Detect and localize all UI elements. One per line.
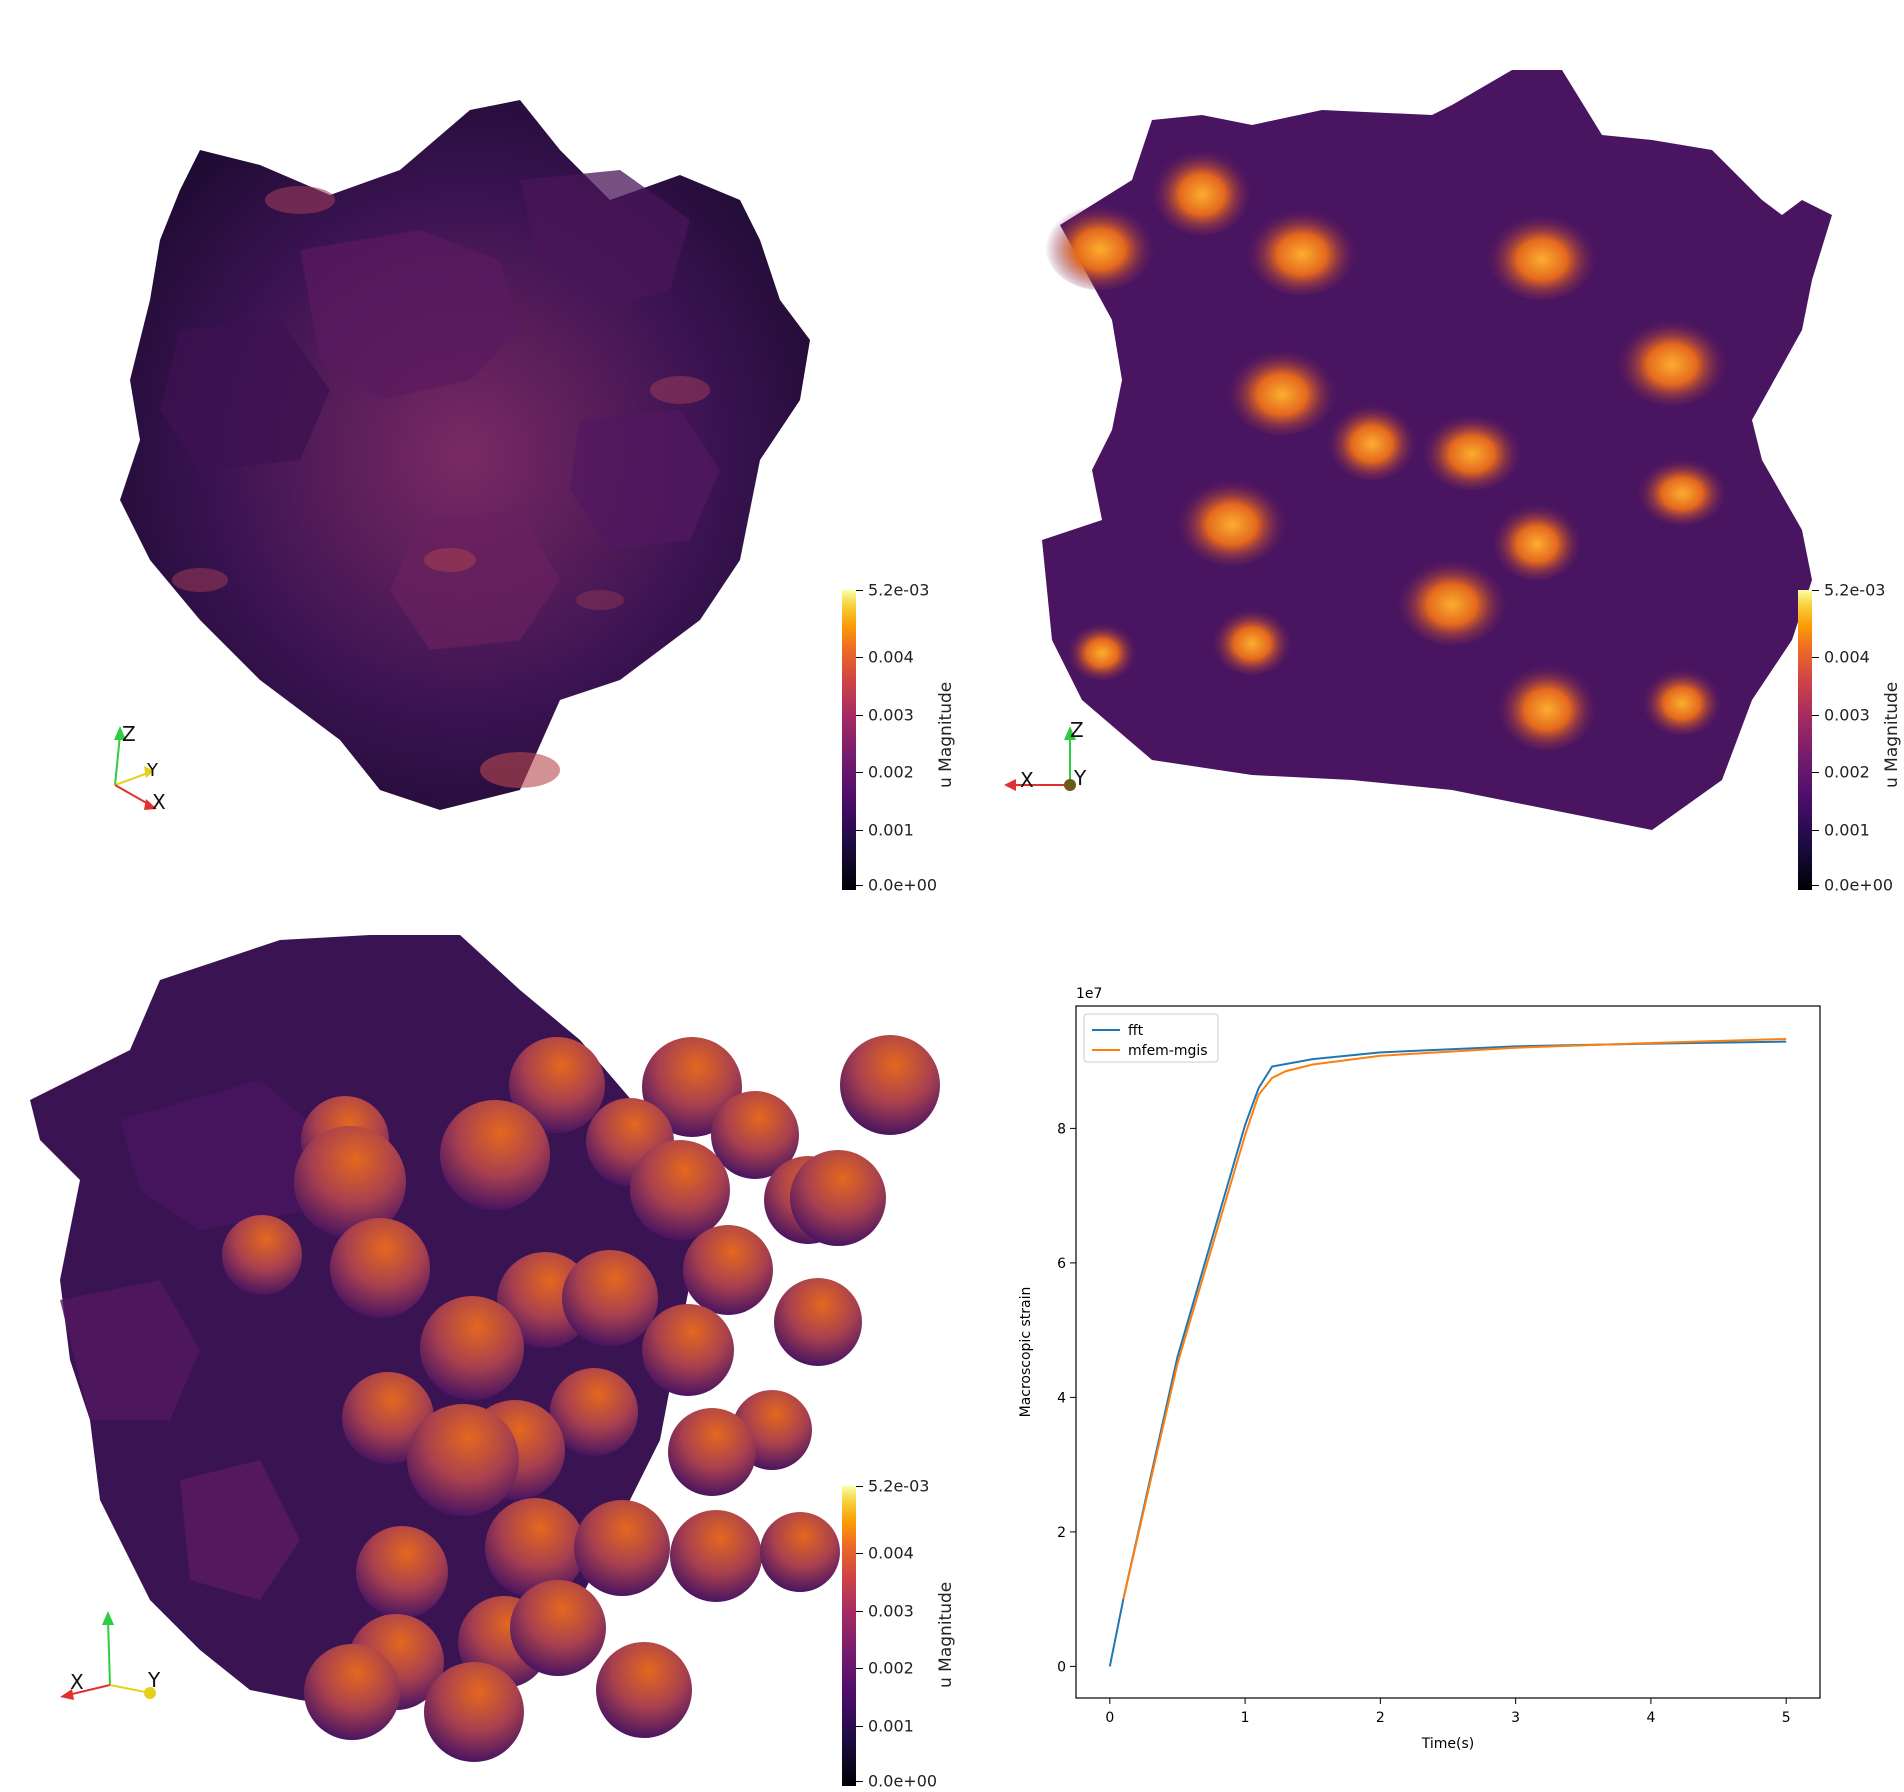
strain-hotspot bbox=[480, 752, 560, 788]
grain-face bbox=[160, 320, 330, 470]
grain-face bbox=[520, 170, 690, 310]
axis-label-x: X bbox=[70, 1670, 84, 1694]
colorbar-tick-label: 0.001 bbox=[868, 1716, 914, 1736]
strain-hotspot bbox=[1497, 660, 1597, 750]
x-tick-label: 5 bbox=[1782, 1710, 1791, 1726]
colorbar-gradient bbox=[842, 1486, 856, 1786]
strain-hotspot bbox=[1397, 555, 1507, 645]
strain-hotspot bbox=[1642, 665, 1722, 735]
polycrystal-mesh-render bbox=[1004, 70, 1832, 830]
strain-hotspot bbox=[1327, 400, 1417, 480]
strain-hotspot bbox=[1045, 200, 1155, 290]
colorbar: 5.2e-03 0.004 0.003 0.002 0.001 0.0e+00 bbox=[842, 1477, 962, 1791]
colorbar-tick-label: 0.003 bbox=[868, 705, 914, 725]
colorbar-title: u Magnitude bbox=[1882, 681, 1902, 788]
strain-hotspot bbox=[1247, 205, 1357, 295]
grain-face bbox=[300, 230, 520, 400]
colorbar-tick-label: 0.002 bbox=[868, 1658, 914, 1678]
colorbar-max-label: 5.2e-03 bbox=[868, 1476, 930, 1496]
render-view-top-left: Z Y X 5.2e-03 0.004 0.003 0.002 0.001 0.… bbox=[0, 0, 956, 895]
colorbar-tick-label: 0.003 bbox=[1824, 705, 1870, 725]
x-tick-label: 3 bbox=[1511, 1710, 1520, 1726]
strain-hotspot bbox=[1212, 605, 1292, 675]
spherical-inclusions bbox=[222, 1035, 940, 1762]
axis-label-z: Z bbox=[122, 722, 136, 746]
colorbar-tick-label: 0.002 bbox=[1824, 762, 1870, 782]
strain-hotspot bbox=[172, 568, 228, 592]
orientation-triad-icon bbox=[114, 726, 157, 810]
colorbar-max-label: 5.2e-03 bbox=[1824, 580, 1886, 600]
legend-label: mfem-mgis bbox=[1128, 1043, 1208, 1059]
x-tick-label: 4 bbox=[1646, 1710, 1655, 1726]
colorbar-gradient bbox=[1798, 590, 1812, 890]
axis-offset-text: 1e7 bbox=[1076, 986, 1102, 1002]
polycrystal-with-inclusions-render bbox=[30, 935, 940, 1762]
y-tick-label: 4 bbox=[1057, 1390, 1066, 1406]
y-tick-label: 6 bbox=[1057, 1256, 1066, 1272]
grain-face bbox=[390, 510, 560, 650]
polycrystal-mesh-render bbox=[114, 100, 810, 810]
plot-frame bbox=[1075, 1005, 1821, 1699]
strain-hotspot bbox=[1422, 410, 1522, 490]
series-line-mfem-mgis bbox=[1122, 1037, 1787, 1600]
y-tick-label: 2 bbox=[1057, 1525, 1066, 1541]
y-axis-label: Macroscopic strain bbox=[1018, 1287, 1034, 1418]
colorbar: 5.2e-03 0.004 0.003 0.002 0.001 0.0e+00 bbox=[1798, 581, 1898, 895]
strain-line-chart: 0 1 2 3 4 5 0 2 4 6 8 1e7 Time(s) Macroscopic strain f… bbox=[1018, 986, 1821, 1752]
strain-hotspot bbox=[1487, 210, 1597, 300]
y-tick-label: 8 bbox=[1057, 1121, 1066, 1137]
colorbar: 5.2e-03 0.004 0.003 0.002 0.001 0.0e+00 bbox=[842, 581, 962, 895]
colorbar-tick-label: 0.002 bbox=[868, 762, 914, 782]
strain-hotspot bbox=[1637, 455, 1727, 525]
strain-hotspot bbox=[1617, 315, 1727, 405]
x-tick-label: 2 bbox=[1376, 1710, 1385, 1726]
colorbar-gradient bbox=[842, 590, 856, 890]
axis-label-y: Y bbox=[147, 760, 158, 781]
colorbar-tick-label: 0.003 bbox=[868, 1601, 914, 1621]
strain-hotspot bbox=[1067, 620, 1137, 680]
colorbar-tick-label: 0.004 bbox=[868, 1543, 914, 1563]
colorbar-tick-label: 0.001 bbox=[868, 820, 914, 840]
orientation-triad-icon bbox=[1004, 726, 1076, 791]
strain-hotspot bbox=[650, 376, 710, 404]
strain-hotspot bbox=[265, 186, 335, 214]
strain-hotspot bbox=[1227, 345, 1337, 435]
axis-label-z: Z bbox=[1070, 718, 1084, 742]
colorbar-tick-label: 0.001 bbox=[1824, 820, 1870, 840]
render-view-top-right: Z X Y 5.2e-03 0.004 0.003 0.002 0.001 0.… bbox=[952, 0, 1904, 895]
axis-label-x: X bbox=[152, 790, 166, 814]
strain-chart-panel: 0 1 2 3 4 5 0 2 4 6 8 1e7 Time(s) Macroscopic strain f… bbox=[952, 880, 1904, 1788]
strain-hotspot bbox=[1177, 475, 1287, 565]
y-tick-label: 0 bbox=[1057, 1659, 1066, 1675]
colorbar-tick-label: 0.004 bbox=[868, 647, 914, 667]
strain-hotspot bbox=[424, 548, 476, 572]
strain-hotspot bbox=[1492, 500, 1582, 580]
legend-label: fft bbox=[1128, 1023, 1144, 1039]
grain-face bbox=[120, 1080, 330, 1230]
x-tick-label: 0 bbox=[1105, 1710, 1114, 1726]
colorbar-tick-label: 0.004 bbox=[1824, 647, 1870, 667]
colorbar-max-label: 5.2e-03 bbox=[868, 580, 930, 600]
grain-face bbox=[180, 1460, 300, 1600]
strain-hotspot bbox=[1152, 145, 1252, 235]
strain-hotspot bbox=[576, 590, 624, 610]
grain-face bbox=[570, 410, 720, 550]
x-axis-label: Time(s) bbox=[1421, 1736, 1474, 1752]
axis-label-x: X bbox=[1020, 768, 1034, 792]
x-tick-label: 1 bbox=[1241, 1710, 1250, 1726]
axis-label-y: Y bbox=[148, 1668, 161, 1692]
colorbar-min-label: 0.0e+00 bbox=[868, 1771, 938, 1791]
colorbar-min-label: 0.0e+00 bbox=[1824, 875, 1894, 895]
orientation-triad-icon bbox=[60, 1611, 156, 1700]
colorbar-min-label: 0.0e+00 bbox=[868, 875, 938, 895]
render-view-bottom-left: X Y 5.2e-03 0.004 0.003 0.002 0.001 0.0e… bbox=[0, 880, 956, 1791]
axis-label-y: Y bbox=[1074, 766, 1087, 790]
grain-face bbox=[60, 1280, 200, 1420]
